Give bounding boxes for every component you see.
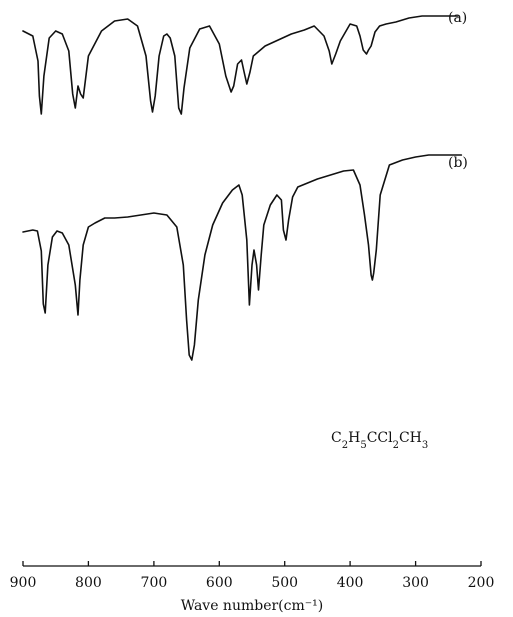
x-tick-label: 400 xyxy=(337,575,364,591)
series-label-a: (a) xyxy=(448,10,467,26)
x-axis-title: Wave number(cm⁻¹) xyxy=(181,598,323,614)
series-label-b: (b) xyxy=(448,155,468,171)
x-tick-label: 600 xyxy=(206,575,233,591)
x-tick-label: 500 xyxy=(271,575,298,591)
x-tick-label: 200 xyxy=(468,575,495,591)
x-axis: 900 800 700 600 500 400 300 200 xyxy=(10,561,495,591)
x-tick-label: 300 xyxy=(402,575,429,591)
spectrum-line-a xyxy=(22,15,459,115)
spectra-group xyxy=(22,15,463,361)
x-tick-label: 800 xyxy=(75,575,102,591)
x-tick-label: 900 xyxy=(10,575,37,591)
x-tick-label: 700 xyxy=(141,575,168,591)
compound-annotation: C2H5CCl2CH3 xyxy=(331,430,428,451)
spectrum-line-b xyxy=(22,154,463,361)
series-labels: (a) (b) xyxy=(448,10,468,171)
